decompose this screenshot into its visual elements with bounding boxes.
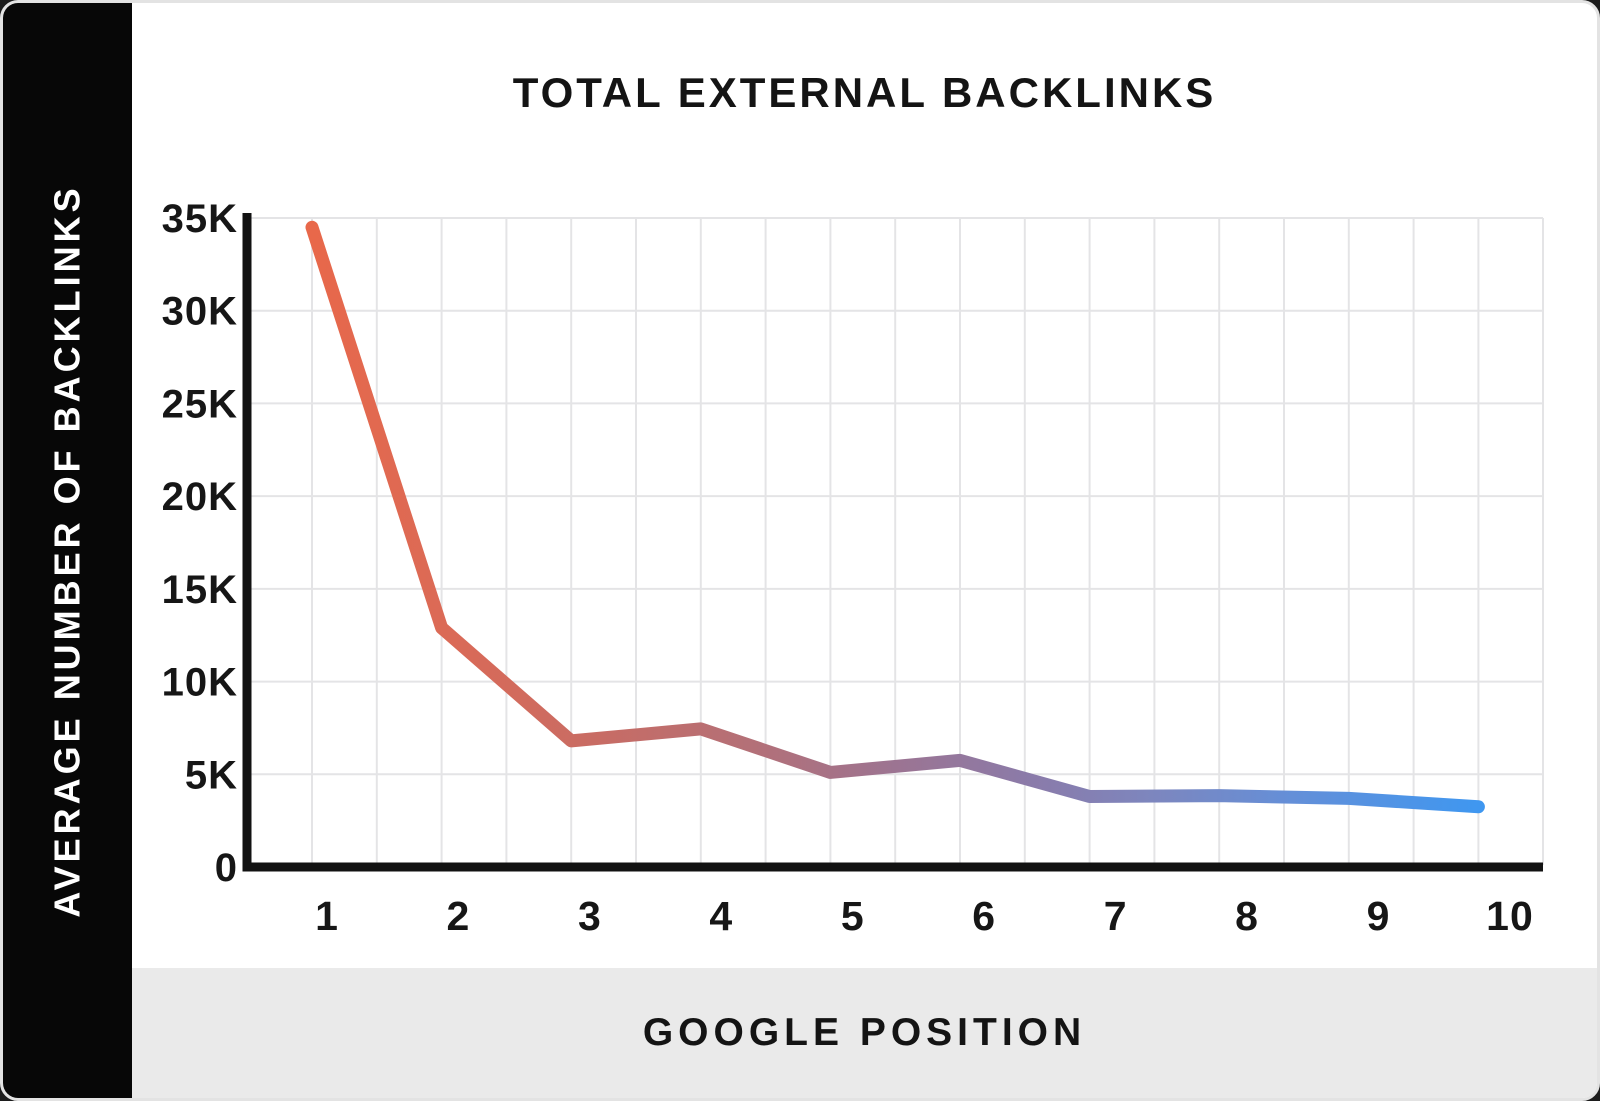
x-tick-label: 10 (1486, 893, 1534, 939)
x-axis-label-bar: GOOGLE POSITION (132, 968, 1597, 1098)
x-tick-label: 3 (578, 893, 602, 939)
x-tick-label: 1 (315, 893, 339, 939)
x-tick-label: 7 (1104, 893, 1128, 939)
y-tick-label: 5K (185, 753, 238, 797)
x-tick-label: 5 (841, 893, 865, 939)
y-tick-label: 25K (162, 382, 238, 426)
x-axis-title: GOOGLE POSITION (642, 1011, 1087, 1054)
chart-area: TOTAL EXTERNAL BACKLINKS GOOGLE POSITION (132, 3, 1597, 1098)
y-axis-label-bar: AVERAGE NUMBER OF BACKLINKS (3, 3, 132, 1098)
data-line (305, 220, 1485, 814)
y-tick-label: 20K (162, 475, 238, 519)
y-axis (242, 213, 252, 872)
y-tick-label: 30K (162, 290, 238, 334)
x-tick-label: 2 (447, 893, 471, 939)
y-tick-label: 0 (215, 846, 238, 890)
x-tick-label: 4 (709, 893, 733, 939)
x-axis (242, 862, 1543, 872)
y-tick-label: 15K (162, 568, 238, 612)
chart-title: TOTAL EXTERNAL BACKLINKS (512, 69, 1217, 116)
y-tick-label: 35K (162, 197, 238, 241)
x-tick-label: 8 (1235, 893, 1259, 939)
y-tick-label: 10K (162, 661, 238, 705)
x-tick-label: 9 (1367, 893, 1391, 939)
x-tick-label: 6 (972, 893, 996, 939)
